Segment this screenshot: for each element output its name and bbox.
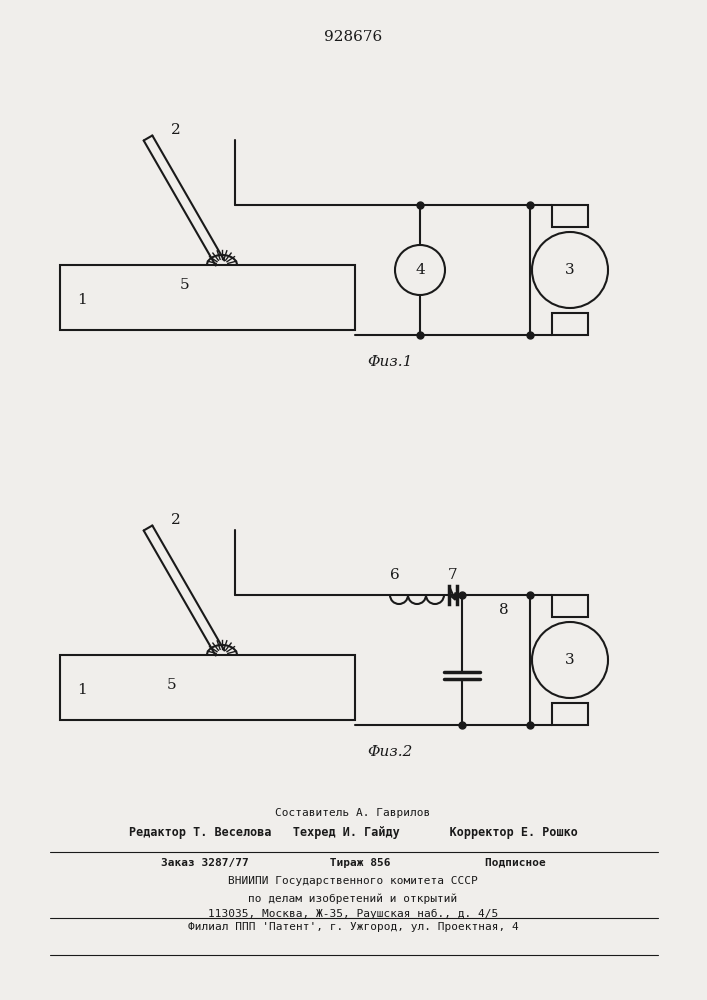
Text: 3: 3 [565,263,575,277]
Text: 7: 7 [448,568,458,582]
Text: 2: 2 [171,513,181,527]
Bar [552,313,588,335]
Circle shape [532,232,608,308]
Bar [552,595,588,617]
Bar [552,703,588,725]
Text: 2: 2 [171,123,181,137]
Circle shape [395,245,445,295]
Bar [60,655,355,720]
Text: 6: 6 [390,568,400,582]
Text: Составитель А. Гаврилов: Составитель А. Гаврилов [275,808,431,818]
Circle shape [532,622,608,698]
Bar [552,205,588,227]
Text: Редактор Т. Веселова   Техред И. Гайду       Корректор Е. Рошко: Редактор Т. Веселова Техред И. Гайду Кор… [129,826,578,839]
Text: 3: 3 [565,653,575,667]
Text: Филиал ППП 'Патент', г. Ужгород, ул. Проектная, 4: Филиал ППП 'Патент', г. Ужгород, ул. Про… [187,922,518,932]
Text: 5: 5 [180,278,189,292]
Text: Заказ 3287/77            Тираж 856              Подписное: Заказ 3287/77 Тираж 856 Подписное [160,858,545,868]
Text: 5: 5 [167,678,177,692]
Text: 4: 4 [415,263,425,277]
Text: ВНИИПИ Государственного комитета СССР: ВНИИПИ Государственного комитета СССР [228,876,478,886]
Text: Φuз.1: Φuз.1 [368,355,413,369]
Text: 8: 8 [499,603,509,617]
Text: 1: 1 [77,683,87,697]
Text: 928676: 928676 [324,30,382,44]
Text: Φuз.2: Φuз.2 [368,745,413,759]
Bar [60,265,355,330]
Text: 113035, Москва, Ж-35, Раушская наб., д. 4/5: 113035, Москва, Ж-35, Раушская наб., д. … [208,909,498,919]
Text: 1: 1 [77,293,87,307]
Text: по делам изобретений и открытий: по делам изобретений и открытий [248,893,457,904]
